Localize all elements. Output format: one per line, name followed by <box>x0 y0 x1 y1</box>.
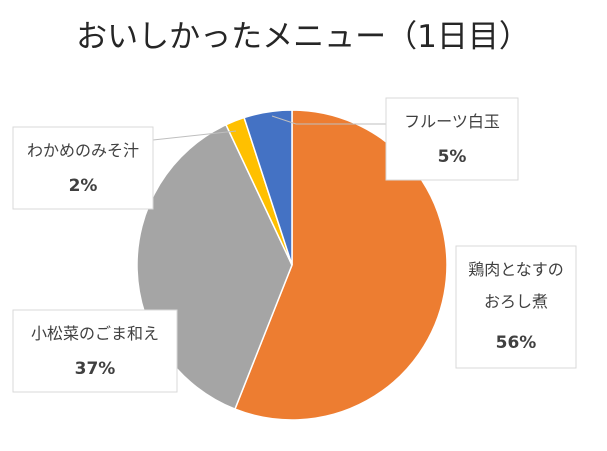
leader-line <box>152 130 237 141</box>
data-label-category: おろし煮 <box>484 292 548 311</box>
data-label-box <box>455 245 577 369</box>
data-label: 小松菜のごま和え 37% <box>12 309 178 393</box>
data-label: わかめのみそ汁 2% <box>12 126 154 210</box>
data-label-box <box>385 97 519 181</box>
slice-fruit-shiratama <box>243 109 293 266</box>
slices-layer <box>136 109 448 421</box>
data-label-category: フルーツ白玉 <box>404 112 500 131</box>
data-label-category: わかめのみそ汁 <box>27 141 139 160</box>
data-label-value: 2% <box>69 176 98 196</box>
data-label-box <box>12 309 178 393</box>
data-label-value: 5% <box>438 147 467 167</box>
data-label-category: 鶏肉となすの <box>468 260 564 279</box>
data-label-value: 37% <box>75 359 116 379</box>
data-label-box <box>12 126 154 210</box>
leader-line <box>271 115 386 125</box>
chart-title: おいしかったメニュー（1日目） <box>76 19 530 55</box>
slice-chicken-eggplant <box>233 109 448 421</box>
data-label-value: 56% <box>496 333 537 353</box>
data-label-category: 小松菜のごま和え <box>31 324 159 343</box>
data-label: フルーツ白玉 5% <box>385 97 519 181</box>
